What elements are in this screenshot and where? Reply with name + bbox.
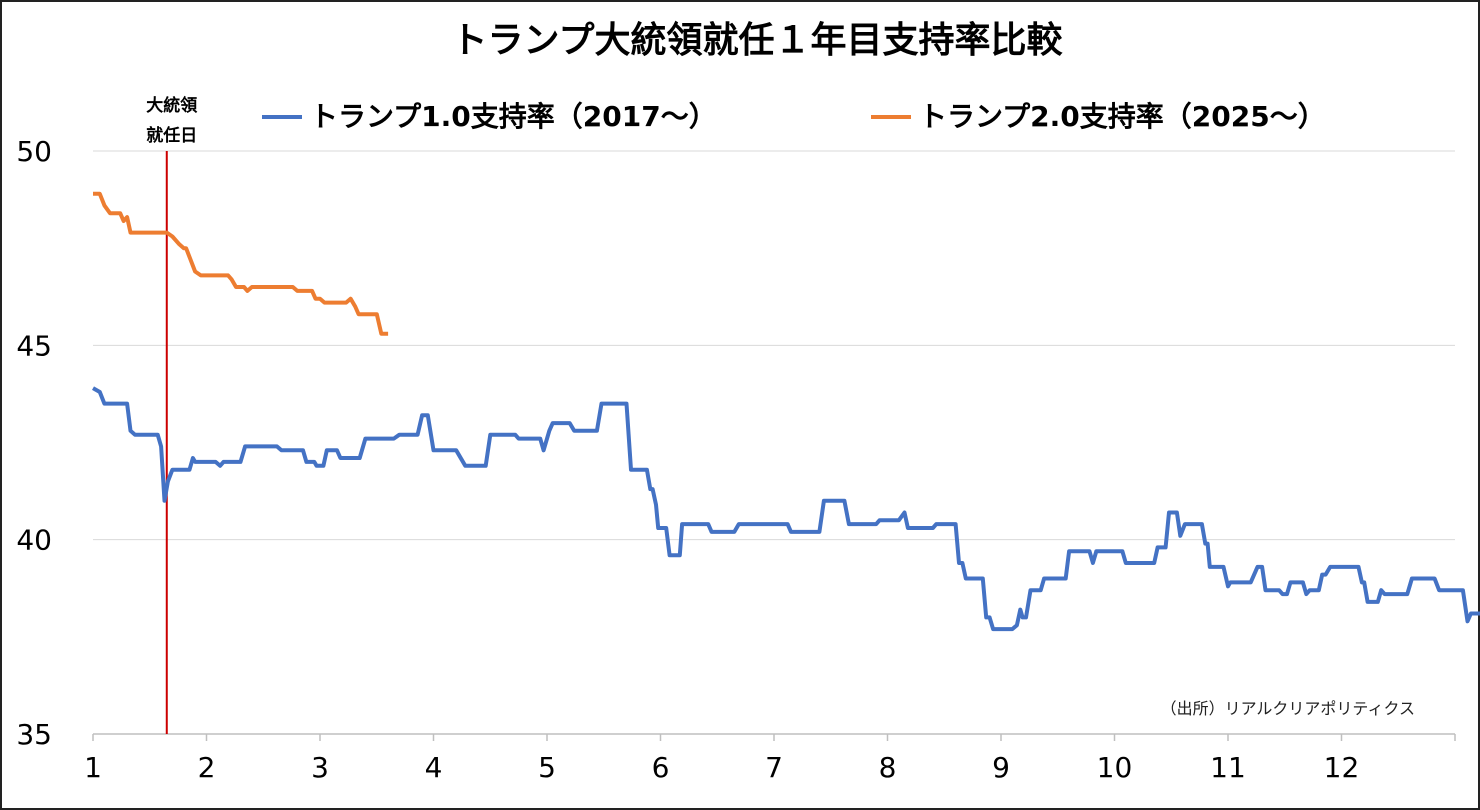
x-tick-label: 10 <box>1097 751 1133 784</box>
y-tick-label: 45 <box>16 329 52 362</box>
series-layer <box>92 191 1480 632</box>
legend-label-trump1: トランプ1.0支持率（2017～） <box>310 100 717 133</box>
x-tick-label: 1 <box>84 751 102 784</box>
y-tick-label: 40 <box>16 524 52 557</box>
inauguration-label-line2: 就任日 <box>146 125 197 146</box>
x-tick-label: 12 <box>1324 751 1360 784</box>
series-line-trump2 <box>93 191 389 336</box>
inauguration-label-line1: 大統領 <box>146 95 198 116</box>
y-tick-label: 35 <box>16 718 52 751</box>
gridlines <box>93 150 1455 735</box>
chart-title: トランプ大統領就任１年目支持率比較 <box>452 19 1064 61</box>
x-tick-label: 9 <box>992 751 1010 784</box>
x-tick-label: 11 <box>1210 751 1246 784</box>
inauguration-annotation: 大統領 就任日 <box>146 95 198 734</box>
x-tick-label: 6 <box>652 751 670 784</box>
x-axis-ticks: 1 2 3 4 5 6 7 8 9 10 11 12 <box>84 734 1456 784</box>
x-tick-label: 7 <box>765 751 783 784</box>
series-line-trump1 <box>92 386 1480 632</box>
y-tick-label: 50 <box>16 135 52 168</box>
x-tick-label: 5 <box>538 751 556 784</box>
x-tick-label: 3 <box>311 751 329 784</box>
source-note: （出所）リアルクリアポリティクス <box>1161 699 1415 718</box>
x-tick-label: 8 <box>879 751 897 784</box>
x-tick-label: 2 <box>198 751 216 784</box>
y-axis-ticks: 35 40 45 50 <box>16 135 52 751</box>
x-tick-label: 4 <box>425 751 443 784</box>
legend-label-trump2: トランプ2.0支持率（2025～） <box>919 100 1326 133</box>
legend: トランプ1.0支持率（2017～） トランプ2.0支持率（2025～） <box>262 100 1326 133</box>
